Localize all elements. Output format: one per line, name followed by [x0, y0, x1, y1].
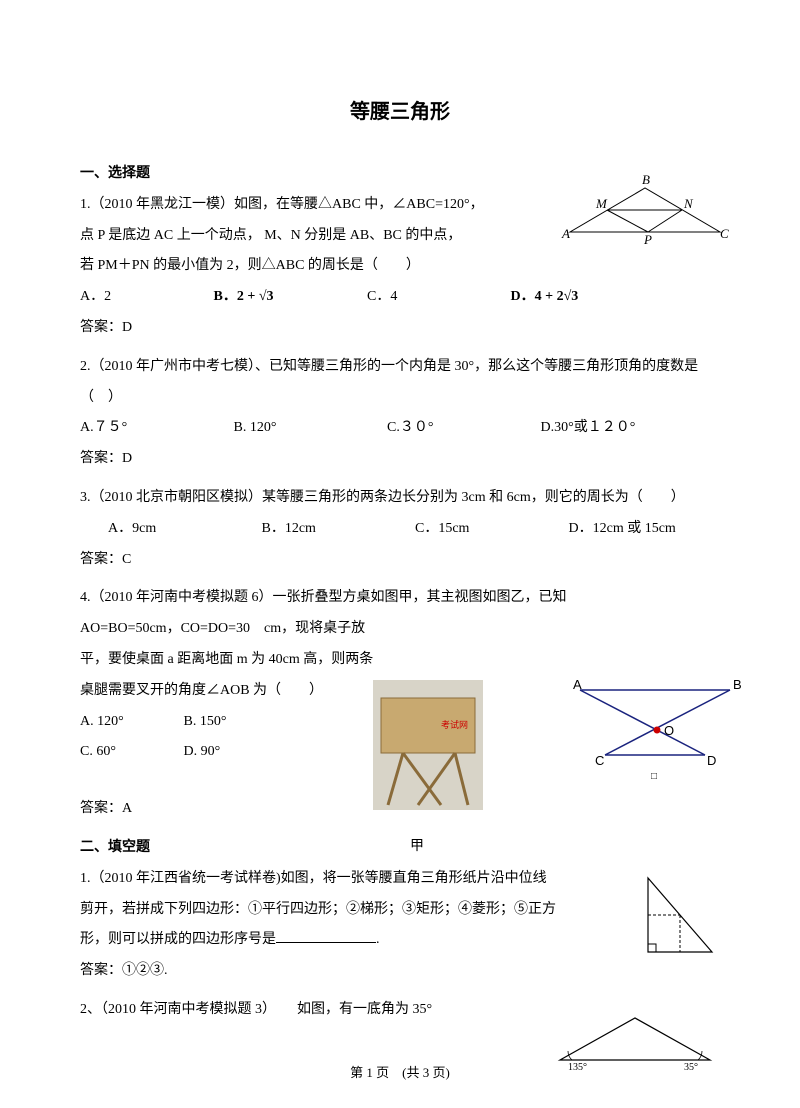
figure-triangle-abc: A B C M N P: [560, 170, 730, 245]
svg-text:C: C: [720, 226, 729, 241]
question-3: 3.（2010 北京市朝阳区模拟）某等腰三角形的两条边长分别为 3cm 和 6c…: [80, 483, 720, 575]
svg-text:P: P: [643, 232, 652, 245]
caption-jia: 甲: [410, 832, 424, 863]
q2-answer: 答案：D: [80, 444, 720, 475]
q2-optB: B. 120°: [234, 413, 384, 444]
svg-text:N: N: [683, 196, 694, 211]
q3-optC: C．15cm: [415, 514, 565, 545]
q1-answer: 答案：D: [80, 313, 720, 344]
q4-optC: C. 60°: [80, 737, 180, 768]
svg-text:D: D: [707, 753, 716, 768]
q4-line2: AO=BO=50cm，CO=DO=30 cm，现将桌子放平，要使桌面 a 距离地…: [80, 614, 380, 706]
q1-optD: D．4 + 2√3: [511, 282, 579, 313]
q3-optD: D．12cm 或 15cm: [569, 514, 676, 545]
q1-line3: 若 PM＋PN 的最小值为 2，则△ABC 的周长是（ ）: [80, 251, 720, 282]
q3-answer: 答案：C: [80, 545, 720, 576]
q4-optA: A. 120°: [80, 707, 180, 738]
q2-optD: D.30°或１２０°: [541, 413, 636, 444]
svg-text:C: C: [595, 753, 604, 768]
q4-line1: 4.（2010 年河南中考模拟题 6）一张折叠型方桌如图甲，其主视图如图乙，已知: [80, 583, 720, 614]
q3-optB: B．12cm: [262, 514, 412, 545]
q2-options: A.７５° B. 120° C.３０° D.30°或１２０°: [80, 413, 720, 444]
figure-table-photo: 考试网: [373, 680, 483, 810]
fill-1: 1.（2010 年江西省统一考试样卷)如图，将一张等腰直角三角形纸片沿中位线剪开…: [80, 864, 720, 987]
svg-text:O: O: [664, 723, 674, 738]
q3-optA: A．9cm: [108, 514, 258, 545]
page-footer: 第 1 页 (共 3 页): [0, 1059, 800, 1088]
q4-optB: B. 150°: [184, 714, 227, 729]
f1-blank: [276, 929, 376, 943]
figure-main-view: A B C D O □: [565, 675, 745, 785]
svg-text:A: A: [573, 677, 582, 692]
q2-optA: A.７５°: [80, 413, 230, 444]
f1-end: .: [376, 932, 380, 947]
svg-text:B: B: [733, 677, 742, 692]
q2-line1: 2.（2010 年广州市中考七模）、已知等腰三角形的一个内角是 30°，那么这个…: [80, 352, 720, 414]
svg-text:M: M: [595, 196, 608, 211]
section-fill-heading: 二、填空题: [80, 833, 720, 864]
svg-text:A: A: [561, 226, 570, 241]
figure-right-triangle: [640, 870, 720, 960]
q2-optC: C.３０°: [387, 413, 537, 444]
question-2: 2.（2010 年广州市中考七模）、已知等腰三角形的一个内角是 30°，那么这个…: [80, 352, 720, 475]
svg-text:B: B: [642, 172, 650, 187]
q1-optC: C．4: [367, 282, 507, 313]
f1-answer: 答案：①②③.: [80, 956, 720, 987]
page-title: 等腰三角形: [80, 90, 720, 134]
q3-options: A．9cm B．12cm C．15cm D．12cm 或 15cm: [80, 514, 720, 545]
svg-text:□: □: [651, 771, 657, 782]
q1-optA: A．2: [80, 282, 210, 313]
q4-optD: D. 90°: [184, 744, 221, 759]
svg-text:考试网: 考试网: [441, 719, 468, 730]
q1-optB: B．2 + √3: [214, 282, 364, 313]
q1-options: A．2 B．2 + √3 C．4 D．4 + 2√3: [80, 282, 720, 313]
q3-line1: 3.（2010 北京市朝阳区模拟）某等腰三角形的两条边长分别为 3cm 和 6c…: [80, 483, 720, 514]
